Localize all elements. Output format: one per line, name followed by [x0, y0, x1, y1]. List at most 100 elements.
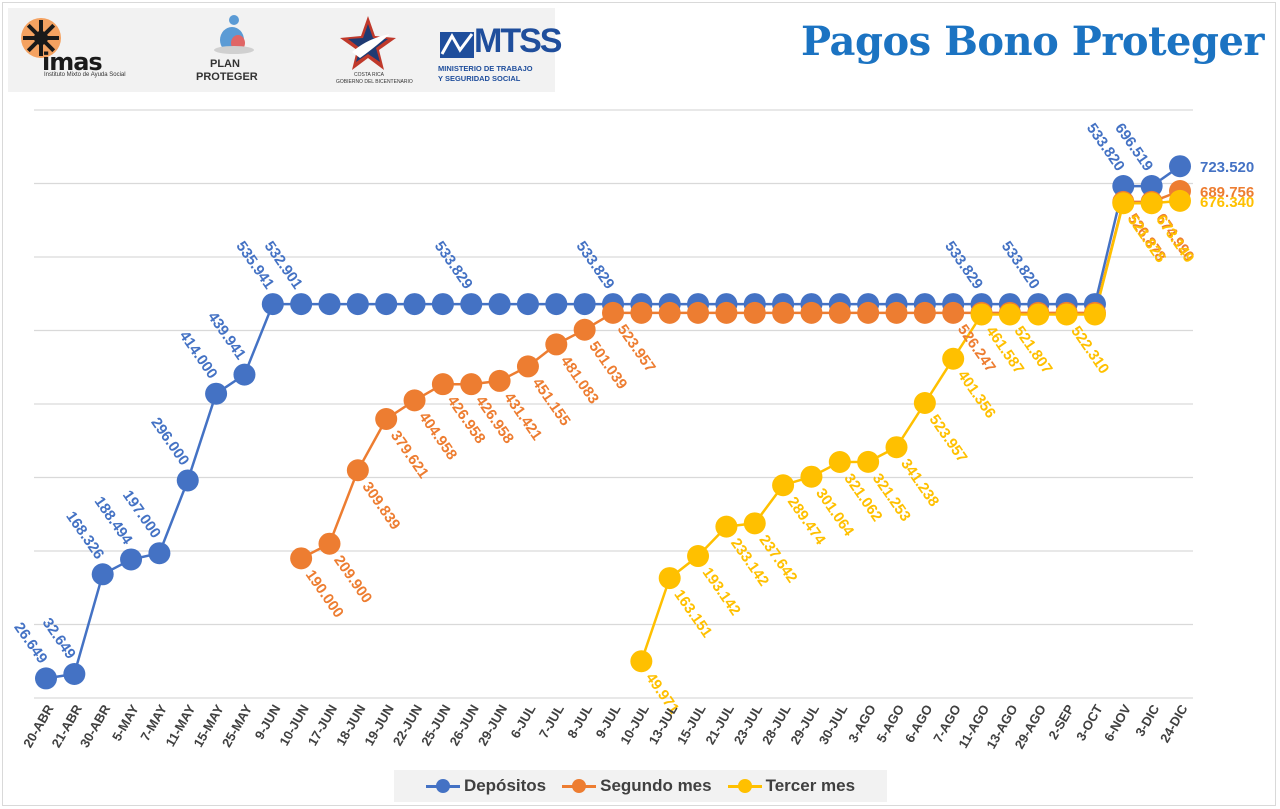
legend-item-segundo-mes: Segundo mes	[562, 776, 712, 796]
point-depositos-2	[91, 563, 114, 586]
point-segundo-mes-13	[403, 389, 426, 412]
point-tercer-mes-40	[1169, 189, 1191, 212]
point-segundo-mes-12	[375, 407, 398, 430]
data-label-depositos-10: 533.829	[431, 238, 476, 292]
imas-logo-subtitle: Instituto Mixto de Ayuda Social	[44, 72, 126, 78]
gobierno-logo-line2: GOBIERNO DEL BICENTENARIO	[336, 79, 413, 85]
legend-swatch-tercer-mes	[727, 779, 762, 793]
mtss-hands-icon	[440, 32, 474, 58]
point-segundo-mes-21	[630, 301, 653, 324]
legend-item-depositos: Depósitos	[425, 776, 547, 796]
imas-logo: imas Instituto Mixto de Ayuda Social	[14, 8, 144, 92]
data-label-depositos-13: 533.820	[998, 238, 1043, 292]
point-tercer-mes-26	[772, 474, 795, 497]
point-segundo-mes-14	[431, 373, 454, 396]
point-depositos-17	[516, 293, 539, 316]
point-segundo-mes-18	[545, 333, 568, 356]
data-label-segundo-mes-2: 309.839	[359, 479, 404, 533]
point-depositos-39	[1140, 175, 1163, 198]
point-depositos-12	[375, 293, 398, 316]
legend-label-depositos: Depósitos	[463, 776, 547, 795]
point-depositos-7	[233, 363, 256, 386]
chart-gridlines	[34, 109, 1193, 699]
chart-points	[35, 155, 1191, 690]
point-segundo-mes-25	[743, 301, 766, 324]
point-depositos-19	[573, 293, 596, 316]
point-depositos-3	[120, 548, 143, 571]
x-tick-label: 6-JUL	[507, 702, 538, 741]
data-label-tercer-mes-1: 163.151	[670, 587, 715, 641]
gobierno-star-icon	[340, 16, 396, 70]
data-label-depositos-7: 439.941	[204, 309, 249, 363]
point-depositos-15	[460, 293, 483, 316]
point-tercer-mes-38	[1112, 192, 1135, 215]
legend-swatch-depositos	[425, 779, 460, 793]
data-label-tercer-mes-2: 193.142	[699, 565, 744, 619]
chart-x-ticks: 20-ABR21-ABR30-ABR5-MAY7-MAY11-MAY15-MAY…	[20, 701, 1191, 751]
point-tercer-mes-28	[828, 451, 851, 474]
point-tercer-mes-32	[942, 347, 965, 370]
data-label-tercer-mes-17: 676.340	[1200, 194, 1254, 211]
point-depositos-10	[318, 293, 341, 316]
point-segundo-mes-26	[772, 301, 795, 324]
page-title: Pagos Bono Proteger	[801, 18, 1264, 65]
point-depositos-40	[1169, 155, 1191, 178]
data-label-segundo-mes-4: 404.958	[415, 409, 460, 463]
data-label-tercer-mes-10: 523.957	[926, 412, 971, 466]
point-segundo-mes-17	[516, 355, 539, 378]
legend-swatch-segundo-mes	[562, 779, 597, 793]
gobierno-logo-line1: COSTA RICA	[354, 72, 384, 78]
chart-legend: Depósitos Segundo mes Tercer mes	[394, 770, 887, 802]
point-segundo-mes-23	[687, 301, 710, 324]
legend-item-tercer-mes: Tercer mes	[727, 776, 855, 796]
point-tercer-mes-36	[1055, 303, 1078, 326]
point-segundo-mes-19	[573, 318, 596, 341]
point-tercer-mes-22	[658, 567, 681, 590]
point-segundo-mes-24	[715, 301, 738, 324]
legend-label-segundo-mes: Segundo mes	[600, 776, 712, 795]
x-tick-label: 6-NOV	[1101, 702, 1134, 744]
mtss-logo: MTSS MINISTERIO DE TRABAJO Y SEGURIDAD S…	[436, 8, 562, 92]
plan-logo-line1: PLAN	[210, 58, 240, 70]
point-tercer-mes-25	[743, 512, 766, 535]
point-depositos-5	[176, 469, 199, 492]
point-depositos-9	[290, 293, 313, 316]
point-segundo-mes-20	[602, 301, 624, 324]
point-tercer-mes-23	[687, 545, 710, 568]
point-depositos-14	[431, 293, 454, 316]
point-depositos-18	[545, 293, 568, 316]
point-segundo-mes-32	[942, 301, 965, 324]
point-tercer-mes-33	[970, 303, 993, 326]
data-label-segundo-mes-3: 379.621	[387, 428, 432, 482]
data-label-tercer-mes-14: 522.310	[1067, 323, 1112, 377]
point-segundo-mes-30	[885, 301, 908, 324]
point-depositos-1	[63, 663, 86, 686]
point-tercer-mes-31	[913, 392, 936, 415]
data-label-depositos-6: 414.000	[176, 328, 221, 382]
point-depositos-16	[488, 293, 511, 316]
point-segundo-mes-11	[346, 459, 369, 482]
data-label-segundo-mes-15: 689.756	[1200, 184, 1254, 201]
data-label-tercer-mes-11: 401.356	[954, 367, 999, 421]
x-tick-label: 8-JUL	[564, 702, 595, 741]
mtss-logo-name: MTSS	[474, 22, 562, 60]
data-label-depositos-11: 533.829	[573, 238, 618, 292]
data-label-depositos-5: 296.000	[147, 415, 192, 469]
point-tercer-mes-30	[885, 436, 908, 459]
logo-banner: imas Instituto Mixto de Ayuda Social PLA…	[8, 8, 562, 92]
plan-proteger-logo: PLAN PROTEGER	[188, 8, 288, 92]
point-segundo-mes-29	[857, 301, 880, 324]
point-tercer-mes-29	[857, 450, 880, 473]
point-depositos-6	[205, 382, 228, 405]
mtss-logo-line2: Y SEGURIDAD SOCIAL	[438, 74, 521, 83]
x-tick-label: 7-JUL	[536, 702, 567, 741]
point-depositos-38	[1112, 175, 1135, 198]
point-tercer-mes-24	[715, 515, 738, 538]
x-tick-label: 30-JUL	[816, 702, 851, 747]
point-segundo-mes-27	[800, 301, 823, 324]
point-segundo-mes-28	[828, 301, 851, 324]
point-segundo-mes-22	[658, 301, 681, 324]
x-tick-label: 5-MAY	[109, 702, 142, 744]
point-depositos-13	[403, 293, 426, 316]
